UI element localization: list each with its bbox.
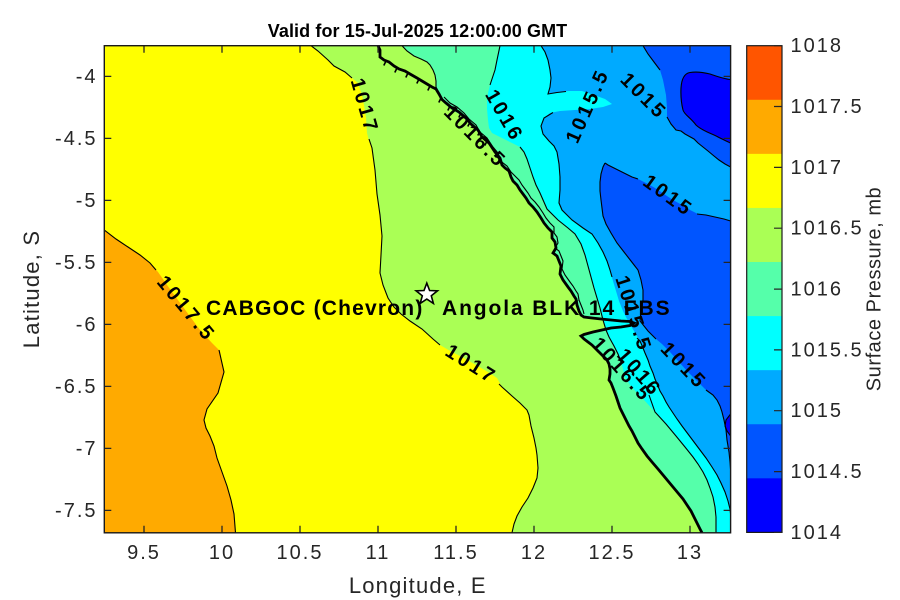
svg-text:9.5: 9.5 bbox=[127, 542, 161, 564]
svg-text:1016: 1016 bbox=[791, 279, 844, 301]
svg-text:1015.5: 1015.5 bbox=[791, 339, 864, 361]
svg-text:-4.5: -4.5 bbox=[55, 128, 97, 150]
svg-text:Surface Pressure, mb: Surface Pressure, mb bbox=[864, 187, 886, 391]
svg-text:-4: -4 bbox=[76, 66, 98, 88]
svg-text:12.5: 12.5 bbox=[589, 542, 636, 564]
svg-text:1017: 1017 bbox=[791, 157, 844, 179]
svg-text:Valid for 15-Jul-2025 12:00:00: Valid for 15-Jul-2025 12:00:00 GMT bbox=[268, 21, 568, 41]
svg-text:12: 12 bbox=[521, 542, 547, 564]
svg-text:Latitude, S: Latitude, S bbox=[19, 230, 44, 348]
svg-text:-5: -5 bbox=[76, 190, 98, 212]
svg-text:10.5: 10.5 bbox=[277, 542, 324, 564]
svg-text:1014: 1014 bbox=[791, 522, 844, 544]
svg-text:-5.5: -5.5 bbox=[55, 252, 97, 274]
svg-text:10: 10 bbox=[209, 542, 235, 564]
svg-text:-7: -7 bbox=[76, 438, 98, 460]
svg-text:-7.5: -7.5 bbox=[55, 500, 97, 522]
svg-text:CABGOC (Chevron): CABGOC (Chevron) bbox=[206, 297, 424, 320]
svg-text:Angola BLK 14 FBS: Angola BLK 14 FBS bbox=[442, 297, 671, 320]
svg-text:1017.5: 1017.5 bbox=[791, 96, 864, 118]
svg-text:-6: -6 bbox=[76, 314, 98, 336]
svg-text:1015: 1015 bbox=[791, 400, 844, 422]
svg-text:11.5: 11.5 bbox=[433, 542, 478, 564]
svg-text:1018: 1018 bbox=[791, 35, 844, 57]
svg-text:Longitude, E: Longitude, E bbox=[349, 573, 487, 598]
svg-text:11: 11 bbox=[366, 542, 391, 564]
svg-text:1014.5: 1014.5 bbox=[791, 461, 864, 483]
svg-text:13: 13 bbox=[677, 542, 703, 564]
svg-text:-6.5: -6.5 bbox=[55, 376, 97, 398]
svg-text:1016.5: 1016.5 bbox=[791, 218, 864, 240]
